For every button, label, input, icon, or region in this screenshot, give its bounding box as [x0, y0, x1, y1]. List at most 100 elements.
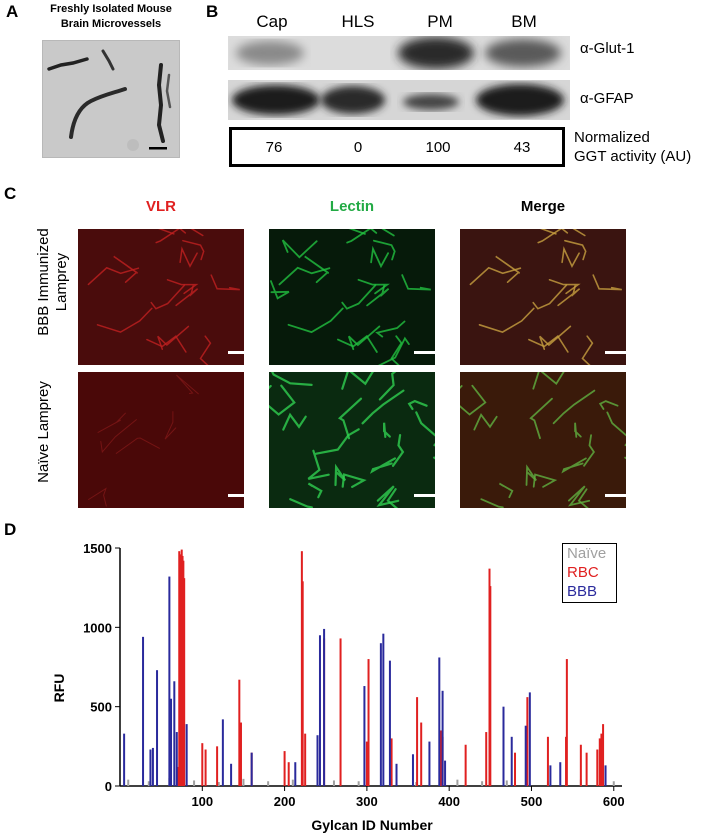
- bar-bbb: [170, 698, 173, 786]
- bar-bbb: [168, 576, 171, 786]
- legend-item-rbc: RBC: [567, 564, 599, 581]
- panel-letter-d: D: [4, 520, 17, 539]
- bar-bbb: [173, 681, 176, 786]
- bar-rbc: [367, 659, 370, 786]
- scale-bar: [605, 351, 626, 354]
- bar-rbc: [598, 738, 601, 786]
- bar-rbc: [216, 746, 219, 786]
- gfap-blot: [228, 80, 570, 120]
- bar-rbc: [585, 752, 588, 786]
- microvessel-micrograph: [42, 40, 180, 158]
- ggt-caption: Normalized GGT activity (AU): [574, 128, 691, 166]
- bar-rbc: [239, 722, 242, 786]
- y-tick-label: 1500: [83, 541, 112, 556]
- image-vlr-immunized: [78, 229, 244, 365]
- bar-bbb: [316, 735, 319, 786]
- bar-rbc: [485, 732, 488, 786]
- row-label-immunized: BBB Immunized Lamprey: [35, 212, 75, 352]
- bar-nave: [456, 779, 459, 786]
- ggt-value-pm: 100: [425, 139, 451, 156]
- scale-bar: [228, 351, 244, 354]
- legend-item-bbb: BBB: [567, 583, 598, 600]
- legend-item-naive: Naïve: [567, 545, 607, 562]
- bar-bbb: [528, 692, 531, 786]
- row-label-naive-text: Naïve Lamprey: [35, 381, 52, 483]
- image-merge-immunized: [460, 229, 626, 365]
- bar-rbc: [489, 586, 492, 786]
- bar-rbc: [365, 741, 368, 786]
- antibody-label-glut1: α-Glut-1: [580, 40, 635, 57]
- bar-bbb: [318, 635, 321, 786]
- bar-nave: [267, 781, 270, 786]
- bar-bbb: [395, 763, 398, 786]
- image-lectin-immunized: [269, 229, 435, 365]
- x-tick-label: 300: [356, 794, 378, 809]
- bar-rbc: [439, 730, 442, 786]
- bar-rbc: [416, 697, 419, 786]
- scale-bar: [605, 494, 626, 497]
- bar-rbc: [565, 659, 568, 786]
- bar-rbc: [514, 752, 517, 786]
- panel-letter-b: B: [206, 2, 219, 21]
- bar-bbb: [230, 763, 233, 786]
- y-tick-label: 500: [90, 700, 112, 715]
- bar-bbb: [294, 762, 297, 786]
- ggt-activity-box: 76 0 100 43: [229, 127, 565, 167]
- bar-bbb: [142, 636, 145, 786]
- glut1-blot: [228, 36, 570, 70]
- bar-nave: [147, 781, 150, 786]
- bar-nave: [332, 780, 335, 786]
- bar-bbb: [444, 760, 447, 786]
- bar-bbb: [250, 752, 253, 786]
- bar-nave: [193, 780, 196, 786]
- bar-bbb: [379, 643, 382, 786]
- x-tick-label: 200: [274, 794, 296, 809]
- lane-label-cap: Cap: [256, 12, 288, 31]
- bar-rbc: [579, 744, 582, 786]
- image-merge-naive: [460, 372, 626, 508]
- bar-rbc: [287, 762, 290, 786]
- bar-bbb: [559, 762, 562, 786]
- bar-bbb: [411, 754, 414, 786]
- bar-rbc: [596, 749, 599, 786]
- bar-bbb: [502, 706, 505, 786]
- panel-a-caption-line1: Freshly Isolated Mouse: [50, 3, 172, 15]
- image-lectin-naive: [269, 372, 435, 508]
- lane-label-pm: PM: [427, 12, 453, 31]
- bar-nave: [357, 781, 360, 786]
- bar-bbb: [185, 724, 188, 786]
- glycan-array-chart: 0 500 1000 1500 100 200 300 400 500 600 RFU Gylca…: [51, 541, 625, 833]
- scale-bar: [414, 494, 435, 497]
- microvessel-drawing: [47, 49, 172, 151]
- bar-rbc: [390, 738, 393, 786]
- column-header-vlr: VLR: [146, 198, 176, 215]
- panel-letter-a: A: [6, 2, 19, 21]
- x-axis-label: Gylcan ID Number: [311, 817, 433, 833]
- row-label-immunized-text: BBB Immunized Lamprey: [35, 228, 70, 336]
- x-tick-label: 400: [438, 794, 460, 809]
- panel-a-caption: Freshly Isolated Mouse Brain Microvessel…: [26, 2, 196, 32]
- scale-bar: [149, 147, 167, 150]
- bar-bbb: [524, 725, 527, 786]
- ggt-value-cap: 76: [265, 139, 283, 156]
- bar-bbb: [382, 633, 385, 786]
- bar-nave: [291, 779, 294, 786]
- bar-bbb: [441, 690, 444, 786]
- ggt-caption-line2: GGT activity (AU): [574, 148, 692, 165]
- x-tick-label: 500: [521, 794, 543, 809]
- ggt-caption-line1: Normalized: [574, 129, 650, 146]
- bar-rbc: [183, 578, 186, 786]
- bar-rbc: [526, 697, 529, 786]
- bar-bbb: [149, 749, 152, 786]
- bar-rbc: [204, 749, 207, 786]
- bar-bbb: [175, 732, 178, 786]
- scale-bar: [414, 351, 435, 354]
- bar-rbc: [600, 733, 603, 786]
- column-header-merge: Merge: [520, 198, 566, 215]
- antibody-label-gfap: α-GFAP: [580, 90, 634, 107]
- bar-nave: [242, 778, 245, 786]
- bar-bbb: [151, 747, 154, 786]
- bar-bbb: [323, 628, 326, 786]
- y-tick-label: 0: [105, 779, 112, 794]
- lane-label-bm: BM: [511, 12, 537, 31]
